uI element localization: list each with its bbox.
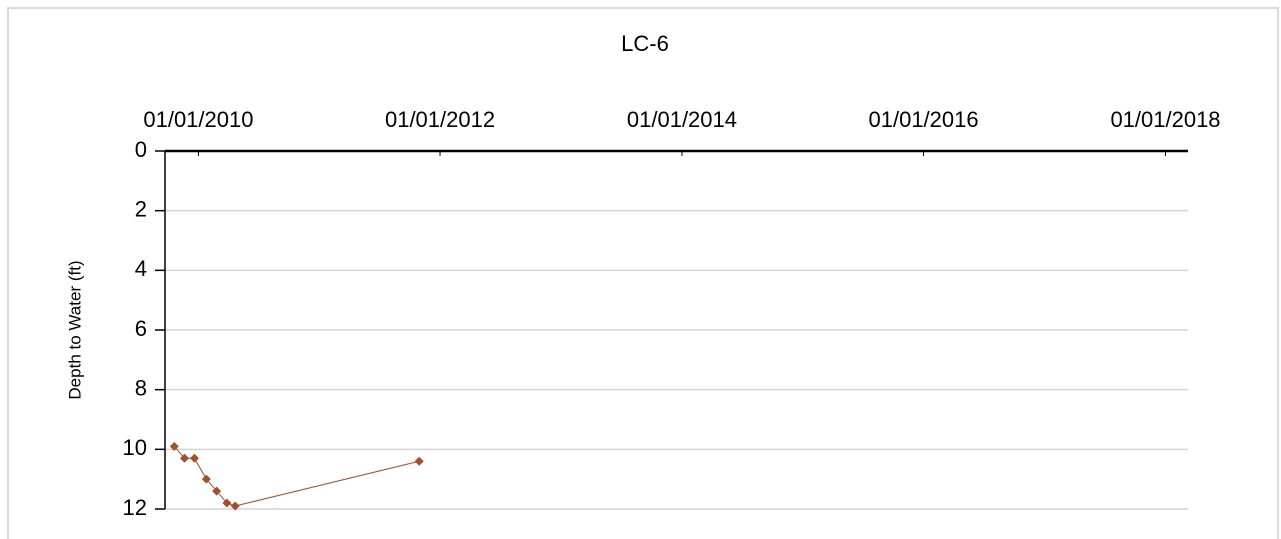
data-point [169,441,179,451]
y-tick-label: 6 [135,316,147,341]
x-tick-label: 01/01/2012 [385,107,495,132]
data-point [201,474,211,484]
x-tick-label: 01/01/2018 [1110,107,1220,132]
y-tick-label: 12 [123,495,147,520]
data-point [189,453,199,463]
y-tick-label: 0 [135,137,147,162]
x-tick-label: 01/01/2010 [143,107,253,132]
chart-title: LC-6 [621,31,669,56]
data-point [222,498,232,508]
data-point [230,501,240,511]
y-tick-label: 4 [135,256,147,281]
frame [7,7,1279,539]
y-tick-label: 2 [135,196,147,221]
data-point [180,453,190,463]
data-point [414,456,424,466]
y-tick-label: 8 [135,375,147,400]
x-tick-label: 01/01/2016 [869,107,979,132]
y-axis-label: Depth to Water (ft) [65,260,84,399]
y-tick-label: 10 [123,435,147,460]
x-tick-label: 01/01/2014 [627,107,737,132]
data-line [173,446,420,507]
data-point [212,486,222,496]
